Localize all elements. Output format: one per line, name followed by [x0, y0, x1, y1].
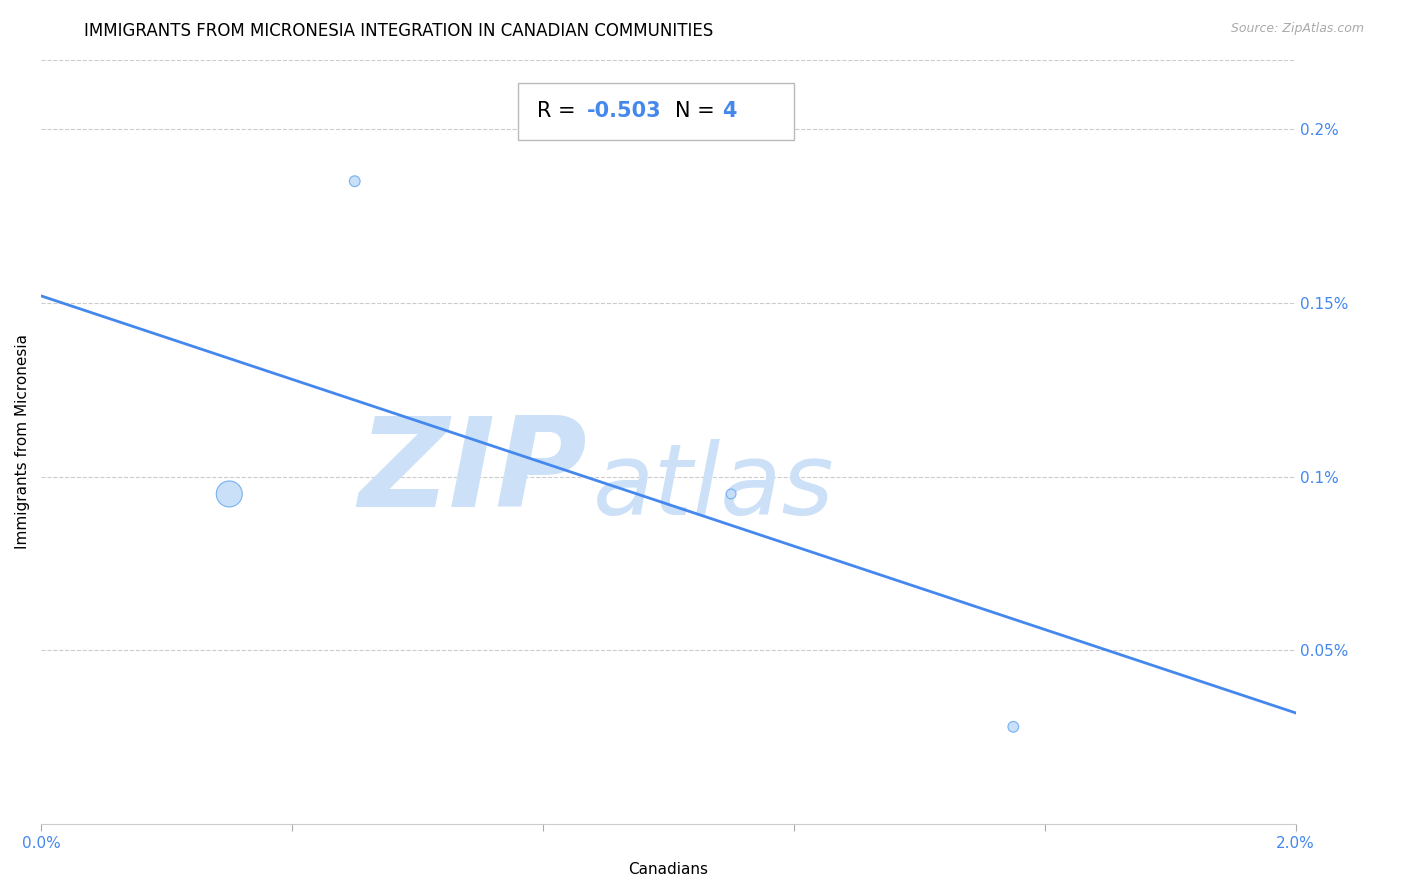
Text: Source: ZipAtlas.com: Source: ZipAtlas.com	[1230, 22, 1364, 36]
Text: N =: N =	[675, 101, 721, 121]
Text: ZIP: ZIP	[359, 412, 586, 533]
X-axis label: Canadians: Canadians	[628, 862, 709, 877]
Text: IMMIGRANTS FROM MICRONESIA INTEGRATION IN CANADIAN COMMUNITIES: IMMIGRANTS FROM MICRONESIA INTEGRATION I…	[84, 22, 714, 40]
Text: -0.503: -0.503	[586, 101, 661, 121]
Text: 4: 4	[723, 101, 737, 121]
Text: R =: R =	[537, 101, 582, 121]
FancyBboxPatch shape	[517, 83, 794, 140]
Text: atlas: atlas	[593, 439, 835, 536]
Point	[343, 174, 366, 188]
Y-axis label: Immigrants from Micronesia: Immigrants from Micronesia	[15, 334, 30, 549]
Point	[218, 487, 240, 501]
Point	[720, 487, 742, 501]
Point	[1002, 720, 1025, 734]
